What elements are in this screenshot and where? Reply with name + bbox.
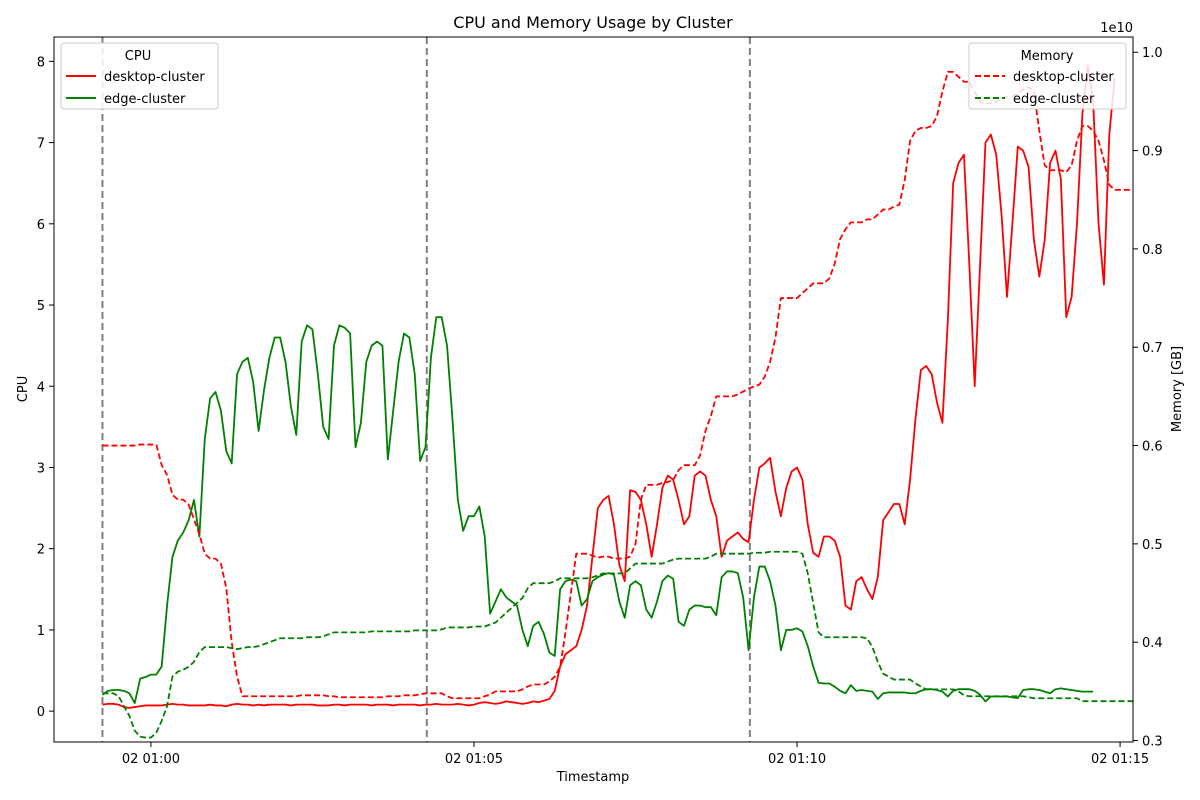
y-axis-label-cpu: CPU <box>16 376 31 402</box>
y-right-tick-label-7: 1.0 <box>1142 46 1163 61</box>
series-desktop-cluster-cpu-line <box>102 64 1116 709</box>
memory-axis-offset-label: 1e10 <box>1100 21 1133 36</box>
y-left-tick-label-4: 4 <box>37 380 45 395</box>
y-left-tick-label-6: 6 <box>37 218 45 233</box>
legend-cpu-box <box>60 42 219 110</box>
x-tick-label-0: 02 01:00 <box>122 752 180 767</box>
legend-cpu-title: CPU <box>125 49 151 64</box>
vertical-marker-lines <box>101 37 751 742</box>
legend-cpu-edge-label: edge-cluster <box>104 92 186 107</box>
plot-area <box>101 64 1133 739</box>
y-axis-cpu: 0 1 2 3 4 5 6 7 8 <box>37 55 54 720</box>
y-right-tick-label-1: 0.4 <box>1142 636 1163 651</box>
y-axis-label-memory: Memory [GB] <box>1170 346 1185 432</box>
x-tick-label-1: 02 01:05 <box>445 752 503 767</box>
y-left-tick-label-3: 3 <box>37 461 45 476</box>
legend-memory-edge-label: edge-cluster <box>1013 92 1095 107</box>
y-left-tick-label-1: 1 <box>37 624 45 639</box>
y-axis-memory: 0.3 0.4 0.5 0.6 0.7 0.8 0.9 1.0 <box>1133 46 1163 750</box>
plot-frame <box>53 36 1134 743</box>
y-right-tick-label-6: 0.9 <box>1142 145 1163 160</box>
y-right-tick-label-5: 0.8 <box>1142 243 1163 258</box>
legend-memory: Memory desktop-cluster edge-cluster <box>968 42 1127 110</box>
series-edge-cluster-memory-line <box>102 550 1133 739</box>
y-left-tick-label-0: 0 <box>37 705 45 720</box>
y-left-tick-label-7: 7 <box>37 137 45 152</box>
x-axis-label: Timestamp <box>556 770 630 785</box>
series-desktop-cluster-memory-line <box>102 71 1133 700</box>
x-tick-label-2: 02 01:10 <box>768 752 826 767</box>
legend-memory-title: Memory <box>1021 49 1074 64</box>
chart-title: CPU and Memory Usage by Cluster <box>453 13 733 32</box>
y-right-tick-label-4: 0.7 <box>1142 341 1163 356</box>
x-tick-label-3: 02 01:15 <box>1091 752 1149 767</box>
y-right-tick-label-0: 0.3 <box>1142 735 1163 750</box>
legend-cpu-desktop-label: desktop-cluster <box>104 70 205 85</box>
y-left-tick-label-2: 2 <box>37 543 45 558</box>
y-left-tick-label-8: 8 <box>37 55 45 70</box>
y-left-tick-label-5: 5 <box>37 299 45 314</box>
y-right-tick-label-2: 0.5 <box>1142 538 1163 553</box>
legend-memory-desktop-label: desktop-cluster <box>1013 70 1114 85</box>
y-right-tick-label-3: 0.6 <box>1142 440 1163 455</box>
legend-memory-box <box>968 42 1127 110</box>
legend-cpu: CPU desktop-cluster edge-cluster <box>60 42 219 110</box>
x-axis: 02 01:00 02 01:05 02 01:10 02 01:15 <box>122 742 1149 767</box>
